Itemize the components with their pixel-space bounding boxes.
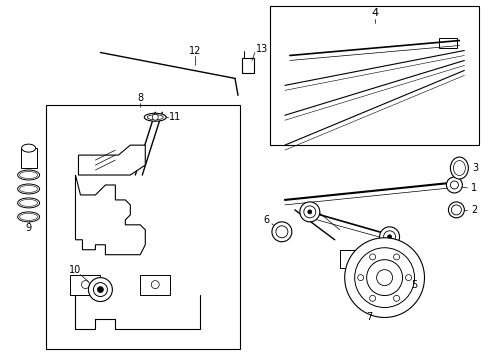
Ellipse shape: [18, 198, 40, 208]
Bar: [140, 275, 170, 294]
Ellipse shape: [20, 171, 38, 179]
Text: 2: 2: [470, 205, 476, 215]
Text: 8: 8: [137, 93, 143, 103]
Text: 7: 7: [366, 312, 372, 323]
Circle shape: [357, 275, 363, 280]
Circle shape: [447, 202, 464, 218]
Bar: [70, 275, 100, 294]
Text: 9: 9: [25, 223, 32, 233]
Circle shape: [379, 227, 399, 247]
Text: 4: 4: [370, 8, 377, 18]
Bar: [439, 37, 456, 48]
Ellipse shape: [20, 213, 38, 220]
Circle shape: [369, 254, 375, 260]
Ellipse shape: [20, 185, 38, 193]
Circle shape: [366, 260, 402, 296]
Circle shape: [307, 210, 311, 214]
Circle shape: [376, 270, 392, 285]
Bar: [45, 105, 240, 349]
Text: 3: 3: [471, 163, 477, 173]
Bar: [269, 6, 478, 145]
Circle shape: [271, 222, 291, 242]
Ellipse shape: [20, 199, 38, 206]
Circle shape: [275, 226, 287, 238]
Ellipse shape: [21, 144, 36, 152]
Circle shape: [303, 206, 315, 218]
Text: 12: 12: [188, 45, 201, 55]
Ellipse shape: [18, 184, 40, 194]
Circle shape: [383, 231, 395, 243]
Circle shape: [393, 295, 399, 301]
Text: 11: 11: [169, 112, 181, 122]
Circle shape: [405, 275, 411, 280]
Polygon shape: [75, 175, 145, 255]
Ellipse shape: [449, 157, 468, 179]
Ellipse shape: [147, 115, 163, 120]
Circle shape: [152, 114, 158, 120]
Circle shape: [81, 280, 89, 289]
Circle shape: [93, 283, 107, 297]
Bar: [242, 58, 253, 73]
Circle shape: [387, 235, 391, 239]
Bar: [20, 148, 37, 168]
Circle shape: [393, 254, 399, 260]
Circle shape: [97, 287, 103, 293]
Circle shape: [151, 280, 159, 289]
Circle shape: [299, 202, 319, 222]
Circle shape: [450, 205, 461, 215]
Circle shape: [88, 278, 112, 302]
Bar: [339, 250, 384, 268]
Circle shape: [344, 238, 424, 318]
Ellipse shape: [18, 212, 40, 222]
Circle shape: [354, 248, 414, 307]
Ellipse shape: [144, 113, 166, 121]
Text: 1: 1: [470, 183, 476, 193]
Circle shape: [446, 177, 462, 193]
Text: 5: 5: [410, 280, 417, 289]
Text: 10: 10: [69, 265, 81, 275]
Text: 6: 6: [264, 215, 269, 225]
Ellipse shape: [452, 161, 465, 176]
Circle shape: [449, 181, 457, 189]
Ellipse shape: [18, 170, 40, 180]
Text: 13: 13: [255, 44, 267, 54]
Polygon shape: [78, 145, 145, 175]
Circle shape: [369, 295, 375, 301]
